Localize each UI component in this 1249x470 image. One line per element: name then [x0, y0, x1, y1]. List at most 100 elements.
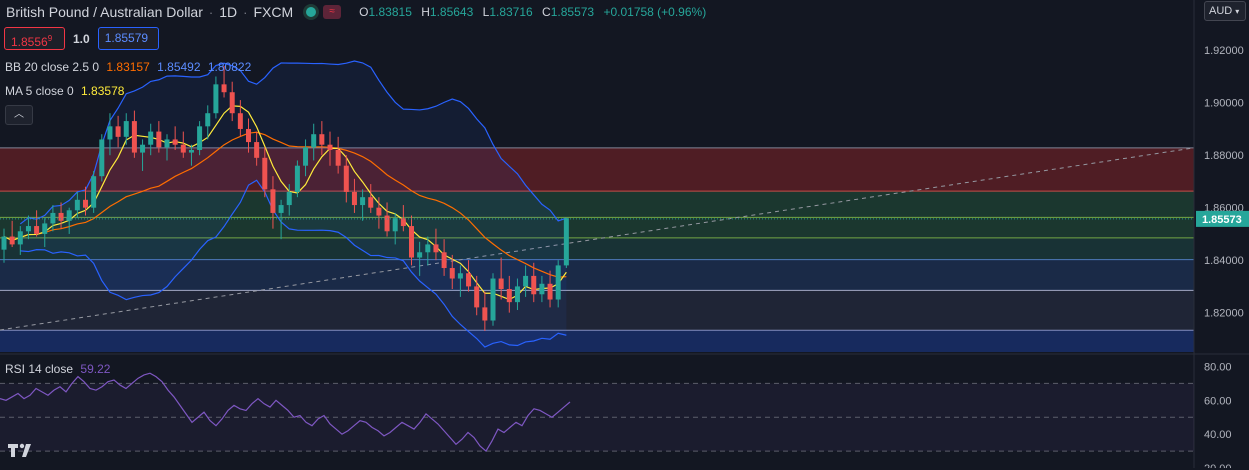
- price-zone: [0, 147, 1194, 192]
- ohlc-values: O1.83815 H1.85643 L1.83716 C1.85573 +0.0…: [359, 5, 712, 19]
- candle-body: [221, 84, 227, 93]
- candle-body: [563, 218, 569, 266]
- price-tick-label: 1.92000: [1204, 45, 1244, 57]
- candle-body: [123, 121, 129, 137]
- buy-button[interactable]: 1.85579: [97, 27, 159, 50]
- candle-body: [131, 121, 137, 153]
- rsi-legend[interactable]: RSI 14 close 59.22: [5, 362, 110, 376]
- candle-body: [74, 199, 80, 211]
- candle-body: [1, 236, 7, 250]
- market-open-status-icon[interactable]: [303, 4, 320, 20]
- candle-body: [523, 275, 529, 287]
- candle-body: [400, 218, 406, 227]
- candle-body: [294, 165, 300, 192]
- ma-legend[interactable]: MA 5 close 0 1.83578: [5, 84, 124, 98]
- price-tick-label: 1.82000: [1204, 308, 1244, 320]
- wave-icon[interactable]: ≈: [323, 5, 342, 19]
- symbol-name[interactable]: British Pound / Australian Dollar: [6, 4, 203, 20]
- chevron-down-icon: ▾: [1235, 7, 1240, 16]
- rsi-tick-label: 20.00: [1204, 463, 1232, 468]
- candle-body: [425, 244, 431, 253]
- candle-body: [327, 144, 333, 150]
- currency-select[interactable]: AUD ▾: [1204, 1, 1246, 21]
- price-zone: [0, 237, 1194, 260]
- rsi-value: 59.22: [80, 362, 111, 376]
- candles-group: [1, 65, 569, 332]
- candle-body: [66, 210, 72, 221]
- candle-body: [368, 197, 374, 208]
- spread-value: 1.0: [73, 31, 90, 46]
- candle-body: [172, 139, 178, 145]
- candle-body: [360, 197, 366, 206]
- candle-body: [531, 275, 537, 295]
- candle-body: [441, 252, 447, 269]
- ma-value: 1.83578: [81, 84, 125, 98]
- candle-body: [498, 278, 504, 290]
- candle-body: [409, 226, 414, 258]
- separator-dot: ·: [208, 4, 214, 20]
- candle-body: [433, 244, 439, 253]
- candle-body: [311, 134, 317, 148]
- candle-body: [188, 149, 194, 153]
- high-key: H: [421, 5, 430, 19]
- interval-label[interactable]: 1D: [219, 4, 238, 20]
- exchange-label: FXCM: [253, 4, 294, 20]
- bb-legend[interactable]: BB 20 close 2.5 0 1.83157 1.85492 1.8082…: [5, 60, 251, 74]
- candle-body: [286, 191, 292, 206]
- candle-body: [91, 176, 97, 208]
- candle-body: [417, 252, 423, 258]
- candle-body: [197, 126, 203, 150]
- price-tick-label: 1.84000: [1204, 255, 1244, 267]
- candle-body: [474, 286, 480, 308]
- chevron-up-icon[interactable]: ︿: [5, 105, 33, 125]
- candle-body: [392, 218, 398, 232]
- candle-body: [547, 283, 553, 300]
- last-price-tag: [1196, 210, 1249, 227]
- rsi-line: [0, 372, 571, 452]
- symbol-header: British Pound / Australian Dollar · 1D ·…: [6, 3, 712, 21]
- candle-body: [539, 283, 545, 295]
- candle-body: [148, 131, 154, 145]
- close-value: 1.85573: [550, 5, 595, 19]
- candle-body: [270, 189, 276, 213]
- candle-body: [229, 92, 235, 114]
- bb-lower-line: [20, 179, 567, 348]
- close-key: C: [542, 5, 551, 19]
- candle-body: [42, 223, 48, 234]
- change-value: +0.01758 (+0.96%): [603, 5, 707, 19]
- separator-dot: ·: [243, 4, 248, 20]
- candle-body: [115, 126, 121, 137]
- candle-body: [278, 205, 284, 213]
- candle-body: [343, 165, 349, 192]
- price-zone: [0, 330, 1194, 352]
- candle-body: [466, 273, 472, 287]
- bb-basis-value: 1.83157: [106, 60, 150, 74]
- candle-body: [449, 268, 455, 279]
- tradingview-logo-icon[interactable]: [5, 437, 35, 463]
- bb-basis-line: [3, 131, 567, 278]
- price-tick-label: 1.88000: [1204, 150, 1244, 162]
- currency-label: AUD: [1209, 5, 1233, 17]
- rsi-name: RSI 14 close: [5, 362, 74, 376]
- price-tick-label: 1.90000: [1204, 98, 1244, 110]
- candle-body: [237, 113, 243, 129]
- candle-body: [25, 226, 31, 232]
- low-value: 1.83716: [489, 5, 533, 19]
- candle-body: [34, 226, 40, 234]
- sell-button[interactable]: 1.85569: [4, 27, 65, 50]
- rsi-tick-label: 60.00: [1204, 395, 1232, 407]
- candle-body: [50, 212, 56, 224]
- candle-body: [254, 142, 260, 158]
- rsi-tick-label: 80.00: [1204, 361, 1232, 373]
- sell-price-sup: 9: [47, 34, 53, 43]
- bb-name: BB 20 close 2.5 0: [5, 60, 100, 74]
- price-zone: [0, 259, 1194, 291]
- rsi-tick-label: 40.00: [1204, 429, 1232, 441]
- trade-panel: 1.85569 1.0 1.85579: [4, 27, 159, 50]
- candle-body: [156, 131, 162, 148]
- candle-body: [9, 236, 15, 245]
- candle-body: [514, 286, 520, 303]
- candle-body: [384, 215, 390, 232]
- bb-upper-line: [19, 60, 567, 225]
